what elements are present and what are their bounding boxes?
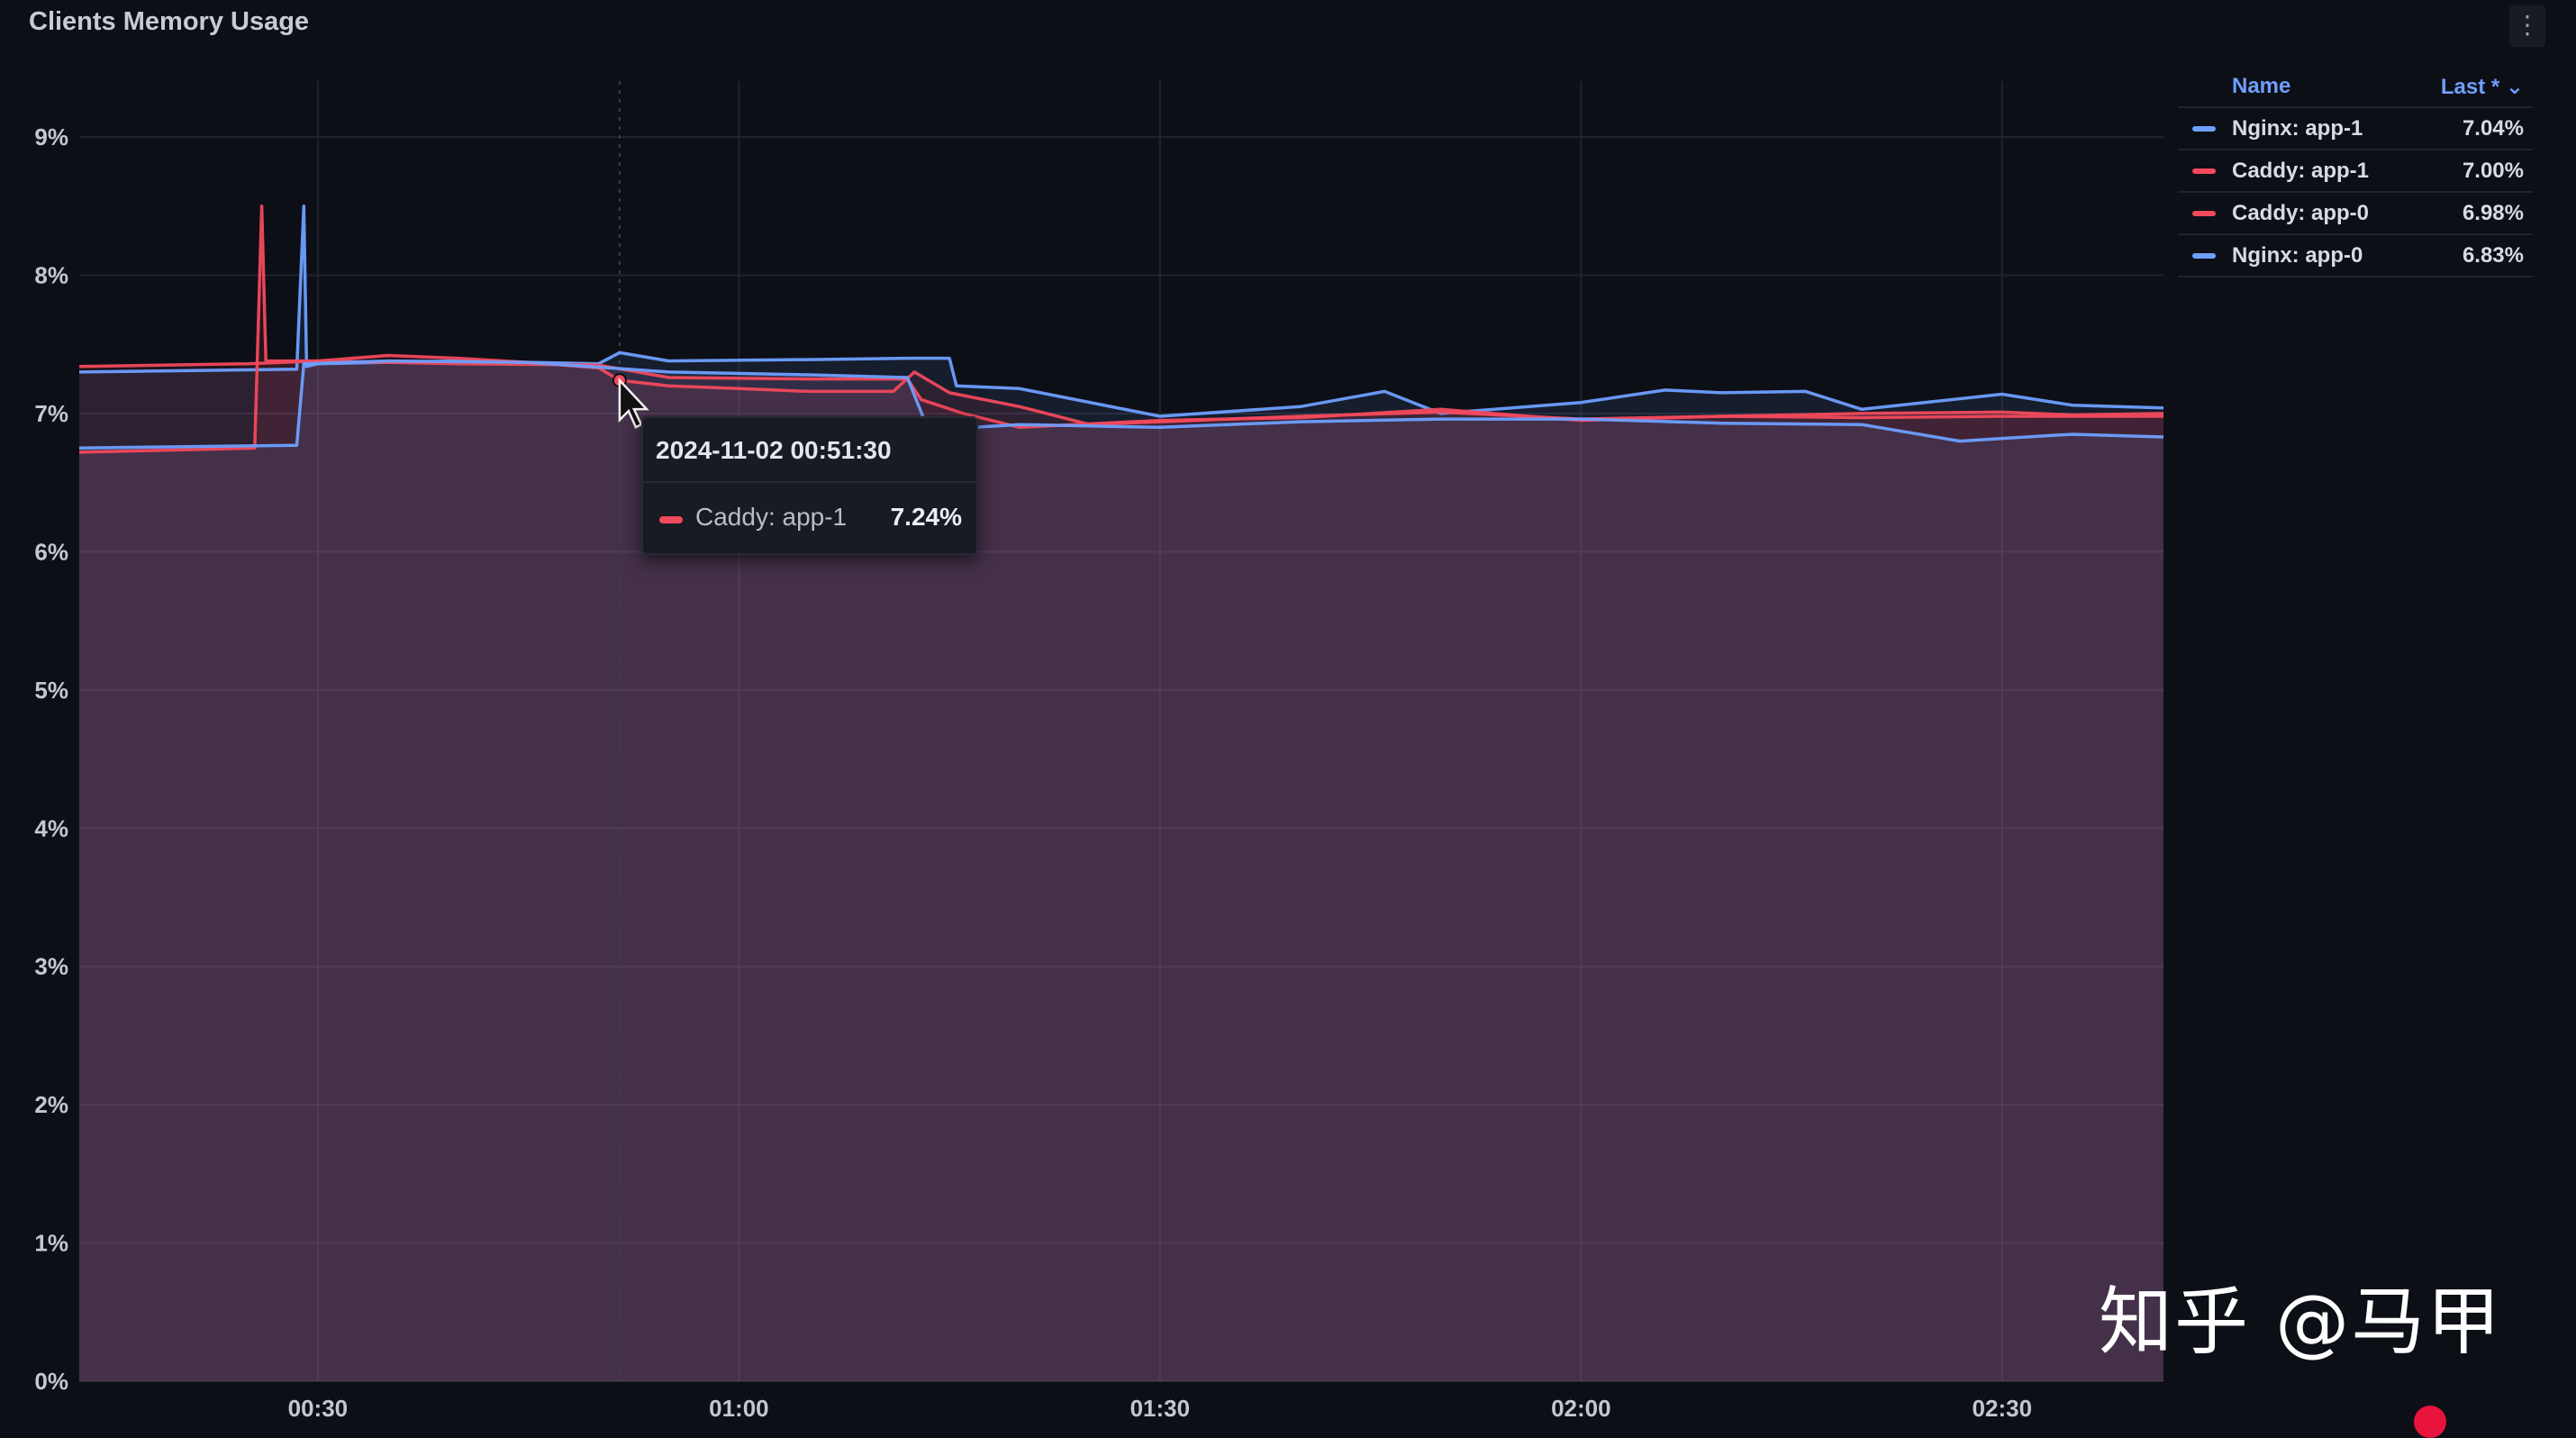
legend-header: Name Last * ⌄: [2178, 67, 2533, 108]
x-tick-label: 01:00: [709, 1395, 769, 1418]
legend-header-name[interactable]: Name: [2232, 74, 2291, 98]
panel-title: Clients Memory Usage: [29, 7, 310, 36]
y-tick-label: 7%: [34, 400, 68, 427]
legend-swatch: [2192, 125, 2216, 132]
record-dot: [2414, 1406, 2446, 1438]
tooltip-series-value: 7.24%: [890, 503, 962, 531]
tooltip-divider: [643, 481, 976, 483]
legend-item-last: 6.83%: [2462, 242, 2524, 268]
legend-item-nginx-app-1[interactable]: Nginx: app-1 7.04%: [2178, 108, 2533, 150]
y-tick-label: 0%: [34, 1368, 68, 1395]
legend-item-name: Nginx: app-1: [2232, 115, 2363, 141]
series-area-fill: [79, 205, 2163, 1381]
legend-item-caddy-app-1[interactable]: Caddy: app-1 7.00%: [2178, 150, 2533, 193]
x-tick-label: 02:00: [1551, 1395, 1611, 1418]
legend-item-caddy-app-0[interactable]: Caddy: app-0 6.98%: [2178, 193, 2533, 235]
legend-swatch: [2192, 210, 2216, 216]
legend-item-name: Caddy: app-1: [2232, 158, 2370, 183]
mouse-cursor-icon: [618, 377, 649, 429]
x-tick-label: 01:30: [1130, 1395, 1191, 1418]
series-line-nginx-app-0: [78, 359, 2164, 451]
y-tick-label: 9%: [34, 123, 68, 150]
watermark: 知乎 @马甲: [2099, 1279, 2503, 1365]
legend-item-name: Nginx: app-0: [2232, 242, 2363, 268]
legend-swatch: [2192, 252, 2216, 259]
y-tick-label: 4%: [34, 815, 68, 842]
y-tick-label: 6%: [34, 538, 68, 565]
x-tick-label: 00:30: [288, 1395, 349, 1418]
tooltip-time: 2024-11-02 00:51:30: [656, 436, 892, 464]
y-tick-label: 1%: [34, 1230, 68, 1257]
legend-item-last: 7.00%: [2462, 158, 2524, 183]
legend-table: Name Last * ⌄ Nginx: app-1 7.04% Caddy: …: [2178, 67, 2533, 278]
series-line-caddy-app-0: [78, 205, 2163, 454]
legend-item-last: 7.04%: [2462, 115, 2524, 141]
panel-menu-button[interactable]: ⋮: [2509, 5, 2545, 47]
kebab-menu-icon: ⋮: [2515, 10, 2540, 40]
y-tick-label: 8%: [34, 262, 68, 289]
y-tick-label: 3%: [34, 953, 68, 980]
legend-item-nginx-app-0[interactable]: Nginx: app-0 6.83%: [2178, 235, 2533, 278]
series-area-fill: [79, 205, 2163, 1381]
y-tick-label: 5%: [34, 677, 68, 704]
legend-swatch: [2192, 168, 2216, 174]
legend-item-last: 6.98%: [2462, 200, 2524, 225]
tooltip-series-name: Caddy: app-1: [695, 503, 848, 531]
x-tick-label: 02:30: [1973, 1395, 2033, 1418]
tooltip-swatch: [659, 516, 683, 523]
y-tick-label: 2%: [34, 1091, 68, 1118]
series-area-fill: [79, 360, 2163, 1382]
series-area-fill: [79, 355, 2163, 1381]
hover-tooltip: 2024-11-02 00:51:30 Caddy: app-1 7.24%: [641, 416, 978, 555]
legend-item-name: Caddy: app-0: [2232, 200, 2370, 225]
legend-header-last[interactable]: Last * ⌄: [2440, 74, 2524, 99]
